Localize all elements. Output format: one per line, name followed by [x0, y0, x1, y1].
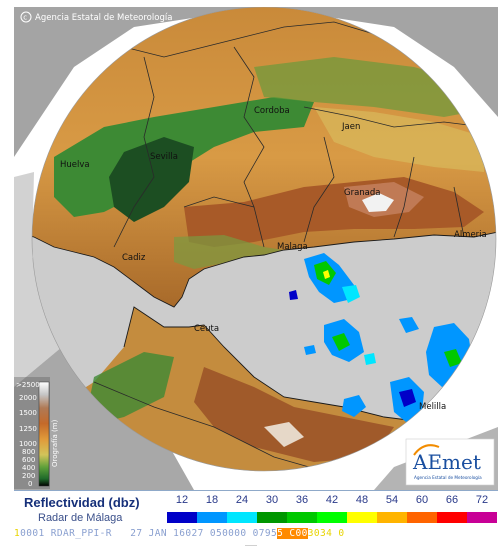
echo-cell — [444, 349, 462, 367]
status-prefix: 1 — [14, 528, 21, 539]
city-cadiz: Cadiz — [122, 253, 146, 263]
scale-value: 48 — [355, 494, 369, 506]
morocco-green-coast — [84, 352, 174, 427]
scale-value: 30 — [265, 494, 279, 506]
oro-tick: 0 — [28, 480, 32, 488]
oro-tick: 2000 — [19, 394, 37, 402]
oro-tick: 800 — [22, 448, 35, 456]
copyright-notice: c Agencia Estatal de Meteorología — [20, 11, 172, 23]
scale-value: 24 — [235, 494, 249, 506]
morocco-border — [93, 381, 415, 471]
status-suffix: 3034 0 — [307, 528, 345, 539]
scale-swatch — [347, 512, 377, 523]
orography-legend: >2500 2000 1500 1250 1000 800 600 400 20… — [14, 377, 59, 489]
echo-cell — [342, 285, 360, 303]
city-malaga: Malaga — [277, 242, 308, 252]
logo-text: AEmet — [412, 450, 481, 474]
city-sevilla: Sevilla — [150, 152, 178, 162]
reflectivity-legend: Reflectividad (dbz) Radar de Málaga 12 18… — [14, 490, 498, 529]
rif-peaks — [264, 422, 304, 447]
oro-tick: 1250 — [19, 425, 37, 433]
echo-cell — [342, 395, 366, 417]
scale-swatch — [437, 512, 467, 523]
reflectivity-scale: 12 18 24 30 36 42 48 54 60 66 72 — [167, 494, 497, 528]
radar-map: c Agencia Estatal de Meteorología Huelva… — [14, 7, 498, 490]
scale-swatch — [287, 512, 317, 523]
echo-cell — [323, 270, 330, 279]
scale-value: 18 — [205, 494, 219, 506]
echo-cell — [304, 345, 316, 355]
scale-value: 66 — [445, 494, 459, 506]
echo-cell — [399, 389, 416, 407]
oro-tick: 400 — [22, 464, 35, 472]
scale-value: 42 — [325, 494, 339, 506]
logo-swoosh-icon — [413, 444, 440, 456]
marshes — [109, 137, 194, 222]
legend-title: Reflectividad (dbz) — [24, 495, 140, 510]
scale-swatch — [197, 512, 227, 523]
credit-text: Agencia Estatal de Meteorología — [35, 13, 172, 23]
city-jaen: Jaen — [341, 122, 360, 132]
oro-tick: 1500 — [19, 409, 37, 417]
city-melilla: Melilla — [419, 402, 446, 412]
rif-mountains — [194, 367, 394, 462]
status-highlight: 5 C00 — [277, 528, 308, 539]
radar-echoes — [289, 253, 472, 422]
yellow-hills — [314, 107, 484, 172]
oro-tick: 600 — [22, 456, 35, 464]
oro-tick: >2500 — [16, 381, 40, 389]
radar-name: Radar de Málaga — [38, 512, 123, 524]
oro-tick: 1000 — [19, 440, 37, 448]
orography-title: Orografía (m) — [51, 419, 59, 467]
status-line: 0001 RDAR_PPI-R 27 JAN 16027 050000 0795 — [20, 528, 278, 539]
scale-value: 60 — [415, 494, 429, 506]
scale-swatch — [167, 512, 197, 523]
aemet-logo: AEmet Agencia Estatal de Meteorología — [405, 438, 495, 486]
scale-value: 72 — [475, 494, 489, 506]
city-labels: Huelva Sevilla Cordoba Jaen Granada Mala… — [60, 106, 487, 412]
orography-colorbar — [38, 381, 50, 487]
scale-swatch — [407, 512, 437, 523]
scroll-indicator — [245, 545, 257, 550]
scale-value: 54 — [385, 494, 399, 506]
scale-swatch — [227, 512, 257, 523]
scale-swatch — [317, 512, 347, 523]
outer-south-land — [14, 337, 194, 490]
echo-cell — [399, 317, 419, 333]
city-cordoba: Cordoba — [254, 106, 290, 116]
logo-caption: Agencia Estatal de Meteorología — [414, 475, 482, 480]
snow-peaks — [362, 193, 394, 212]
city-granada: Granada — [344, 188, 381, 198]
scale-swatch — [467, 512, 497, 523]
copyright-icon — [20, 11, 32, 23]
echo-cell — [364, 353, 376, 365]
product-status-bar: 10001 RDAR_PPI-R 27 JAN 16027 050000 079… — [14, 527, 498, 540]
svg-text:c: c — [23, 14, 27, 22]
outer-land — [14, 7, 498, 157]
oro-tick: 200 — [22, 472, 35, 480]
radar-range-ring — [31, 7, 497, 472]
scale-value: 36 — [295, 494, 309, 506]
city-ceuta: Ceuta — [194, 324, 219, 334]
echo-cell — [332, 333, 350, 351]
city-huelva: Huelva — [60, 160, 90, 170]
coastal-green — [174, 235, 284, 269]
echo-cell — [289, 290, 298, 300]
scale-swatch — [257, 512, 287, 523]
scale-swatch — [377, 512, 407, 523]
green-band-north — [254, 57, 496, 117]
city-almeria: Almeria — [454, 230, 487, 240]
scale-value: 12 — [175, 494, 189, 506]
coastline — [32, 231, 496, 308]
